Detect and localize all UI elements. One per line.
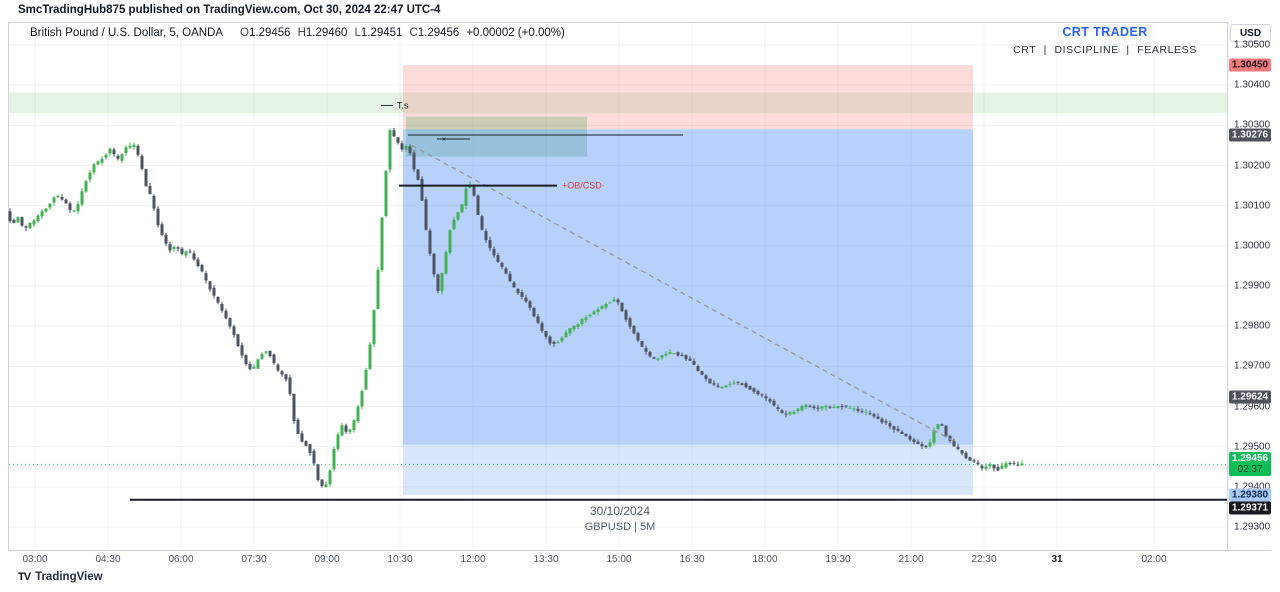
- zone-pink-supply[interactable]: [403, 65, 973, 130]
- dashed-trendline[interactable]: [411, 144, 956, 443]
- price-label-1.29456: 1.29456 02:37: [1229, 452, 1271, 477]
- time-tick-09:00: 09:00: [314, 554, 340, 565]
- price-axis[interactable]: USD 1.30500 1.30400 1.30300 1.30200 1.30100 1…: [1227, 22, 1272, 550]
- price-tick: 1.30000: [1234, 240, 1271, 252]
- time-tick-07:30: 07:30: [241, 554, 267, 565]
- candles: [8, 128, 1024, 488]
- zone-blue-range[interactable]: [403, 129, 973, 445]
- ohlc-value: +0.00002 (+0.00%): [466, 27, 565, 39]
- price-tick: 1.30200: [1234, 160, 1271, 171]
- brand-overlay: CRT TRADER CRT | DISCIPLINE | FEARLESS: [985, 25, 1225, 56]
- price-tick: 1.29800: [1234, 320, 1271, 332]
- watermark-date: 30/10/2024: [589, 504, 651, 518]
- price-tick: 1.29600: [1234, 401, 1271, 412]
- ohlc-values: O1.29456 H1.29460 L1.29451 C1.29456 +0.00002…: [233, 27, 565, 39]
- ohlc-key: O: [240, 27, 249, 39]
- price-tick: 1.29900: [1234, 280, 1271, 292]
- ts-label: T.s: [397, 100, 409, 110]
- time-tick-16:30: 16:30: [679, 554, 705, 565]
- ohlc-key: C: [409, 27, 418, 39]
- time-tick-10:30: 10:30: [387, 554, 413, 565]
- ohlc-value: 1.29456: [248, 27, 291, 39]
- time-tick-31: 31: [1051, 554, 1063, 565]
- symbol-title[interactable]: British Pound / U.S. Dollar, 5, OANDA: [30, 27, 224, 39]
- bar-countdown: 02:37: [1237, 464, 1263, 476]
- ohlc-value: 1.29451: [360, 27, 403, 39]
- time-tick-18:00: 18:00: [752, 554, 778, 565]
- x-marker: ×: [442, 136, 446, 143]
- ohlc-value: 1.29456: [417, 27, 460, 39]
- price-tick: 1.29300: [1234, 521, 1271, 533]
- price-tick: 1.30100: [1234, 200, 1271, 212]
- price-tick: 1.29400: [1234, 481, 1271, 493]
- time-tick-21:00: 21:00: [898, 554, 924, 565]
- time-tick-19:30: 19:30: [825, 554, 851, 565]
- price-label-1.29624: 1.29624: [1229, 390, 1271, 404]
- time-axis[interactable]: 03:00 04:30 06:00 07:30 09:00 10:30 12:00 13:30…: [8, 550, 1272, 568]
- price-tick: 1.29500: [1234, 441, 1271, 453]
- chart-panel: [8, 22, 1272, 568]
- symbol-legend[interactable]: British Pound / U.S. Dollar, 5, OANDA O1.…: [30, 27, 565, 39]
- price-tick: 1.30500: [1234, 39, 1271, 51]
- currency-toggle-button[interactable]: USD: [1230, 24, 1271, 42]
- ohlc-value: 1.29460: [305, 27, 348, 39]
- time-tick-13:30: 13:30: [533, 554, 559, 565]
- tradingview-logo[interactable]: TV TradingView: [18, 571, 103, 583]
- time-tick-03:00: 03:00: [22, 554, 48, 565]
- time-tick-04:30: 04:30: [95, 554, 121, 565]
- brand-title: CRT TRADER: [1062, 25, 1148, 39]
- time-tick-02:00: 02:00: [1141, 554, 1167, 565]
- price-label-1.30450: 1.30450: [1229, 58, 1271, 72]
- time-tick-15:00: 15:00: [606, 554, 632, 565]
- price-tick: 1.29700: [1234, 360, 1271, 372]
- ohlc-key: H: [297, 27, 306, 39]
- time-tick-06:00: 06:00: [168, 554, 194, 565]
- publish-attribution: SmcTradingHub875 published on TradingVie…: [18, 4, 441, 16]
- price-tick: 1.30300: [1234, 119, 1271, 131]
- time-tick-12:00: 12:00: [460, 554, 486, 565]
- price-label-1.30276: 1.30276: [1229, 128, 1271, 142]
- price-label-1.29371: 1.29371: [1229, 501, 1271, 515]
- watermark: 30/10/2024 GBPUSD | 5M: [470, 504, 770, 533]
- tradingview-logo-icon: TV: [18, 571, 31, 583]
- ohlc-key: L: [354, 27, 361, 39]
- ob-csd-label: +OB/CSD·: [562, 181, 605, 191]
- zone-blue-range-low[interactable]: [403, 444, 973, 495]
- brand-subtitle: CRT | DISCIPLINE | FEARLESS: [1013, 44, 1197, 56]
- watermark-symbol: GBPUSD | 5M: [584, 521, 656, 533]
- price-label-1.29380: 1.29380: [1229, 488, 1271, 502]
- zone-green-ob-box[interactable]: [406, 116, 587, 157]
- zone-green-band[interactable]: [9, 92, 1227, 114]
- time-tick-22:30: 22:30: [971, 554, 997, 565]
- price-tick: 1.30400: [1234, 79, 1271, 91]
- tradingview-logo-text: TradingView: [35, 571, 103, 583]
